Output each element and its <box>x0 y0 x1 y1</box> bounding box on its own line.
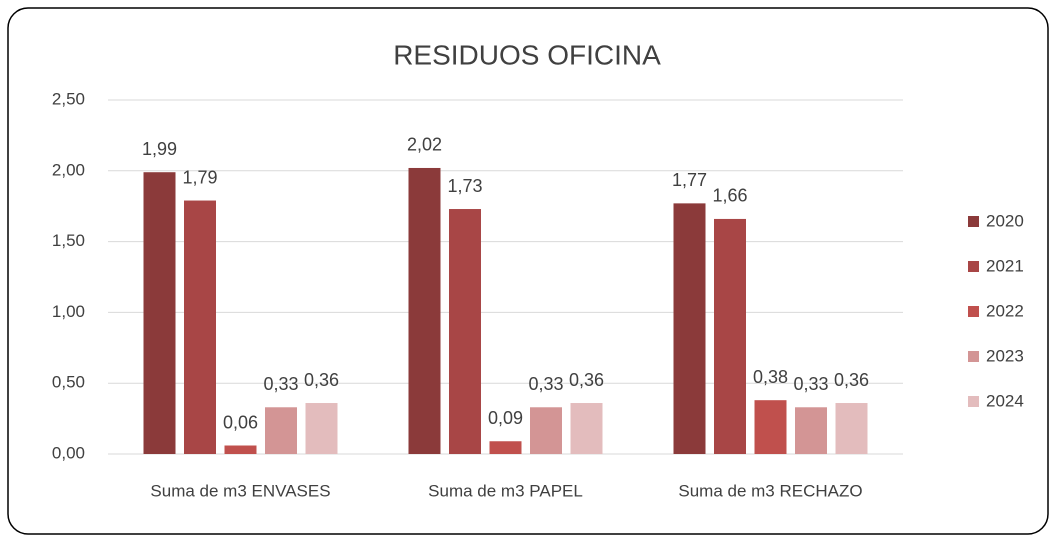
x-tick-label: Suma de m3 RECHAZO <box>678 481 862 500</box>
data-label: 0,33 <box>263 374 298 394</box>
legend-label: 2020 <box>986 211 1024 230</box>
legend-swatch <box>968 306 979 317</box>
legend-swatch <box>968 351 979 362</box>
bar <box>570 403 603 454</box>
legend-label: 2023 <box>986 346 1024 365</box>
y-tick-label: 2,50 <box>52 89 85 108</box>
y-tick-label: 2,00 <box>52 160 85 179</box>
y-tick-label: 1,50 <box>52 231 85 250</box>
y-tick-label: 0,00 <box>52 443 85 462</box>
data-label: 1,77 <box>672 170 707 190</box>
x-tick-label: Suma de m3 PAPEL <box>428 481 583 500</box>
bar <box>265 407 297 454</box>
bar <box>714 218 746 454</box>
data-label: 0,36 <box>569 370 604 390</box>
data-label: 1,73 <box>447 176 482 196</box>
bar <box>305 403 338 454</box>
data-label: 1,99 <box>142 139 177 159</box>
legend-label: 2022 <box>986 301 1024 320</box>
data-label: 0,36 <box>834 370 869 390</box>
legend-swatch <box>968 396 979 407</box>
chart-border <box>7 7 1049 535</box>
bar <box>489 441 522 454</box>
data-label: 0,33 <box>528 374 563 394</box>
bar <box>754 400 787 454</box>
data-label: 1,79 <box>182 167 217 187</box>
data-label: 0,33 <box>793 374 828 394</box>
bar <box>795 407 827 454</box>
bar <box>184 200 216 454</box>
bar <box>408 167 441 454</box>
legend-label: 2021 <box>986 256 1024 275</box>
bar <box>143 172 176 454</box>
bar <box>673 203 706 454</box>
data-label: 0,36 <box>304 370 339 390</box>
data-label: 2,02 <box>407 135 442 155</box>
y-tick-label: 1,00 <box>52 302 85 321</box>
x-tick-label: Suma de m3 ENVASES <box>150 481 330 500</box>
legend-label: 2024 <box>986 391 1024 410</box>
legend-swatch <box>968 216 979 227</box>
y-tick-label: 0,50 <box>52 373 85 392</box>
data-label: 1,66 <box>712 186 747 206</box>
chart-title: RESIDUOS OFICINA <box>393 39 661 70</box>
bar <box>224 445 257 454</box>
bar <box>835 403 868 454</box>
bar <box>449 209 481 454</box>
data-label: 0,09 <box>488 408 523 428</box>
legend-swatch <box>968 261 979 272</box>
data-label: 0,38 <box>753 367 788 387</box>
data-label: 0,06 <box>223 412 258 432</box>
bar <box>530 407 562 454</box>
